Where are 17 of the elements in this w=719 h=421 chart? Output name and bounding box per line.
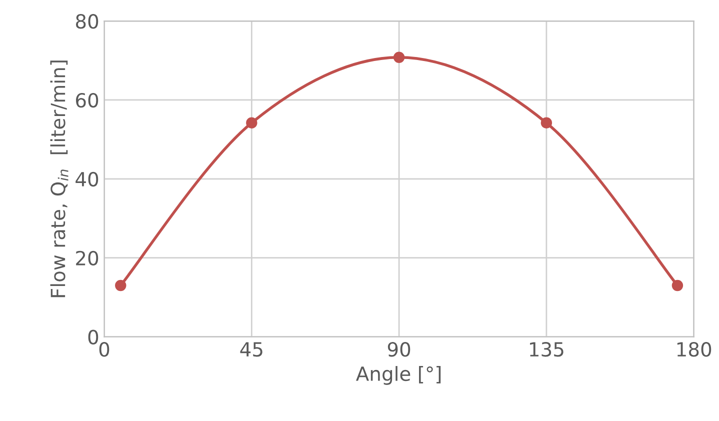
y-tick-label: 80	[76, 14, 98, 29]
y-tick-label: 0	[88, 330, 98, 344]
y-tick-label: 20	[76, 250, 98, 266]
x-axis-title: Angle [°]	[356, 366, 441, 385]
y-tick-label: 60	[76, 92, 98, 108]
x-tick-label: 90	[388, 342, 410, 357]
y-axis-title: Flow rate, Q$_{in}$ [liter/min]	[50, 60, 68, 298]
x-tick-label: 135	[530, 342, 564, 357]
x-tick-label: 180	[677, 342, 712, 357]
point	[672, 280, 684, 292]
point	[246, 117, 258, 128]
y-tick-label: 40	[76, 172, 98, 187]
point	[393, 52, 405, 63]
point	[540, 117, 552, 128]
x-tick-label: 0	[99, 342, 110, 357]
x-tick-label: 45	[240, 342, 262, 357]
point	[115, 280, 126, 292]
